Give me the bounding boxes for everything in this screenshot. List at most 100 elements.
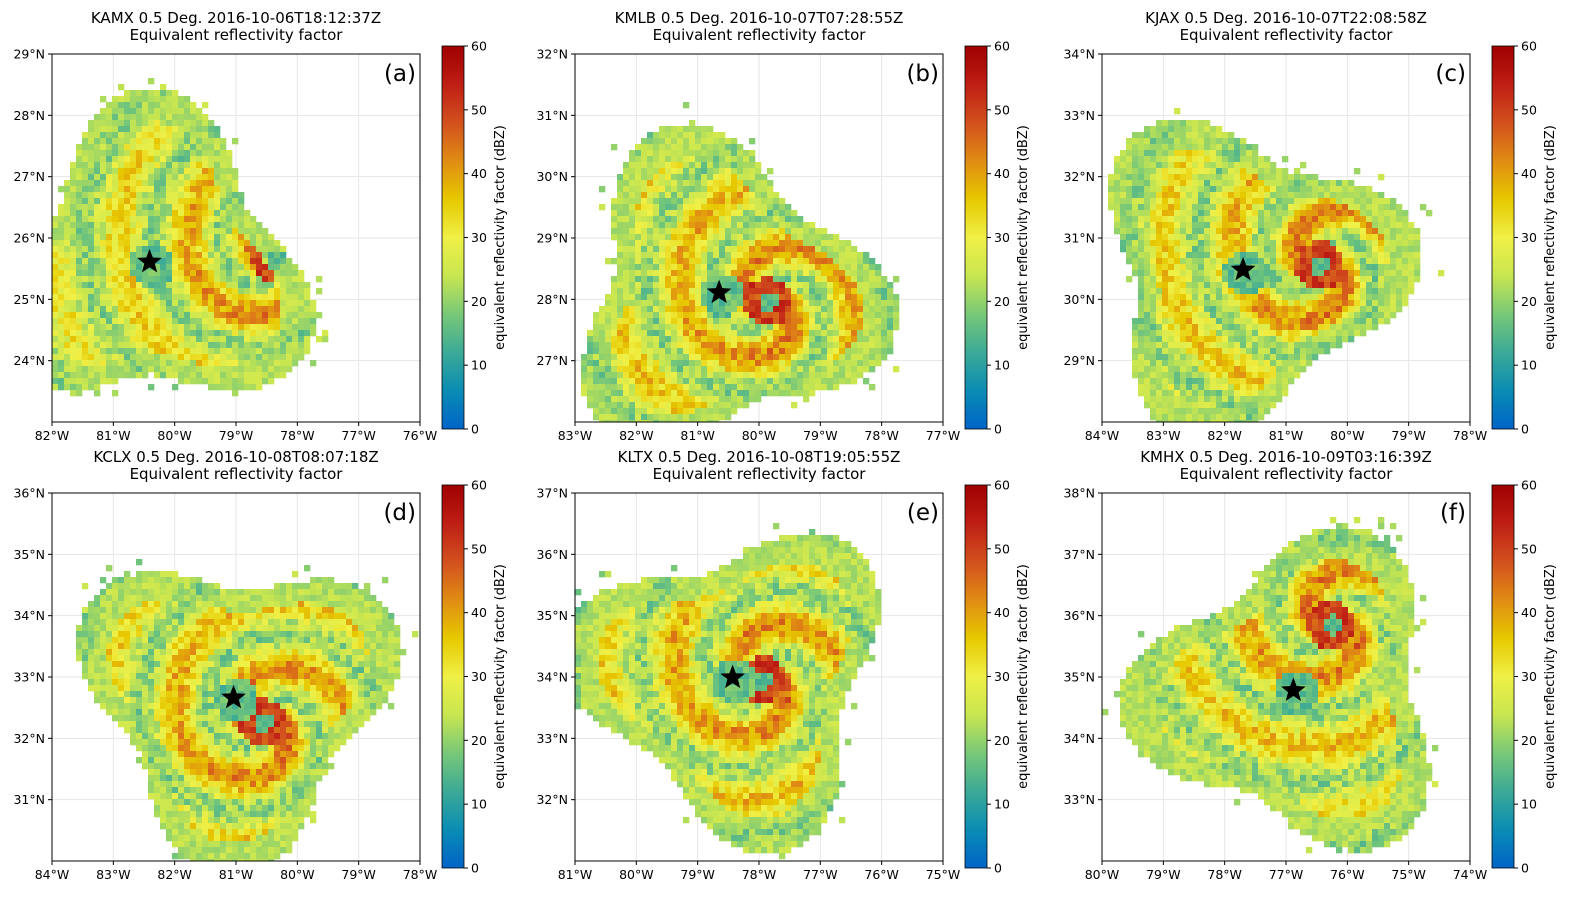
lon-tick-label: 81°W (219, 867, 254, 882)
panel-subtitle: Equivalent reflectivity factor (1180, 465, 1394, 483)
lon-tick-label: 81°W (96, 428, 131, 443)
colorbar: 0 10 20 30 40 50 60 equivalent reflectivity fac… (1491, 39, 1558, 437)
colorbar: 0 10 20 30 40 50 60 equivalent reflectivity fac… (1491, 478, 1558, 876)
colorbar-tick-label: 30 (994, 230, 1010, 245)
radar-site-star-icon (720, 664, 745, 689)
lon-tick-label: 77°W (341, 428, 376, 443)
colorbar-tick-label: 40 (471, 605, 487, 620)
colorbar-tick-label: 0 (994, 422, 1002, 437)
lat-tick-label: 36°N (536, 547, 568, 562)
radar-site-star-icon (706, 279, 732, 304)
radar-panel-a: KAMX 0.5 Deg. 2016-10-06T18:12:37ZEquiva… (13, 9, 508, 443)
radar-site-star-icon (1230, 256, 1256, 281)
lon-tick-label: 80°W (619, 867, 654, 882)
lat-tick-label: 30°N (536, 169, 568, 184)
lon-tick-label: 77°W (803, 867, 838, 882)
lat-tick-label: 34°N (536, 670, 568, 685)
lon-tick-label: 77°W (1269, 867, 1304, 882)
colorbar-tick-label: 20 (471, 733, 487, 748)
colorbar-tick-label: 60 (471, 39, 487, 54)
colorbar-tick-label: 20 (994, 733, 1010, 748)
lat-tick-label: 27°N (536, 353, 568, 368)
colorbar-label: equivalent reflectivity factor (dBZ) (493, 564, 508, 789)
lat-tick-label: 32°N (536, 792, 568, 807)
radar-panel-c: KJAX 0.5 Deg. 2016-10-07T22:08:58ZEquiva… (1063, 9, 1558, 443)
lon-tick-label: 74°W (1453, 867, 1488, 882)
colorbar-tick-label: 0 (471, 861, 479, 876)
colorbar-tick-label: 30 (994, 669, 1010, 684)
colorbar-label: equivalent reflectivity factor (dBZ) (1543, 125, 1558, 350)
lat-tick-label: 31°N (1063, 231, 1095, 246)
colorbar-tick-label: 10 (471, 797, 487, 812)
lon-tick-label: 77°W (926, 428, 961, 443)
lat-tick-label: 26°N (13, 231, 45, 246)
lat-tick-label: 24°N (13, 353, 45, 368)
panel-title: KAMX 0.5 Deg. 2016-10-06T18:12:37Z (91, 9, 381, 27)
colorbar-tick-label: 10 (1521, 358, 1537, 373)
lat-tick-label: 35°N (1063, 670, 1095, 685)
lon-tick-label: 78°W (1207, 867, 1242, 882)
lon-tick-label: 80°W (1085, 867, 1120, 882)
colorbar-tick-label: 60 (994, 478, 1010, 493)
lat-tick-label: 34°N (1063, 731, 1095, 746)
lat-tick-label: 29°N (536, 231, 568, 246)
reflectivity-field (1108, 108, 1445, 422)
reflectivity-field (581, 102, 900, 422)
lon-tick-label: 76°W (403, 428, 438, 443)
lat-tick-label: 34°N (1063, 47, 1095, 62)
colorbar-tick-label: 50 (1521, 102, 1537, 117)
lat-tick-label: 29°N (1063, 353, 1095, 368)
lon-tick-label: 83°W (1146, 428, 1181, 443)
lat-tick-label: 38°N (1063, 486, 1095, 501)
panel-label: (d) (383, 500, 416, 526)
panel-label: (f) (1440, 500, 1466, 526)
lat-tick-label: 32°N (13, 731, 45, 746)
colorbar: 0 10 20 30 40 50 60 equivalent reflectivity fac… (441, 478, 508, 876)
lat-tick-label: 35°N (536, 608, 568, 623)
colorbar-tick-label: 40 (994, 166, 1010, 181)
lon-tick-label: 79°W (680, 867, 715, 882)
reflectivity-field (52, 78, 329, 397)
reflectivity-field (1102, 517, 1439, 854)
colorbar-label: equivalent reflectivity factor (dBZ) (1016, 564, 1031, 789)
colorbar-label: equivalent reflectivity factor (dBZ) (1543, 564, 1558, 789)
lon-tick-label: 79°W (219, 428, 254, 443)
colorbar-tick-label: 0 (1521, 861, 1529, 876)
lon-tick-label: 78°W (403, 867, 438, 882)
colorbar: 0 10 20 30 40 50 60 equivalent reflectivity fac… (964, 39, 1031, 437)
colorbar-tick-label: 30 (1521, 669, 1537, 684)
colorbar-tick-label: 30 (471, 230, 487, 245)
colorbar: 0 10 20 30 40 50 60 equivalent reflectivity fac… (964, 478, 1031, 876)
lon-tick-label: 76°W (864, 867, 899, 882)
lon-tick-label: 75°W (1391, 867, 1426, 882)
lat-tick-label: 31°N (13, 792, 45, 807)
colorbar-tick-label: 40 (994, 605, 1010, 620)
colorbar-tick-label: 40 (471, 166, 487, 181)
colorbar-tick-label: 40 (1521, 166, 1537, 181)
panel-title: KCLX 0.5 Deg. 2016-10-08T08:07:18Z (93, 448, 378, 466)
lat-tick-label: 34°N (13, 608, 45, 623)
colorbar-tick-label: 60 (471, 478, 487, 493)
panel-label: (e) (907, 500, 939, 526)
lat-tick-label: 36°N (1063, 608, 1095, 623)
radar-panel-e: KLTX 0.5 Deg. 2016-10-08T19:05:55ZEquiva… (536, 448, 1031, 882)
lon-tick-label: 80°W (280, 867, 315, 882)
radar-panel-b: KMLB 0.5 Deg. 2016-10-07T07:28:55ZEquiva… (536, 9, 1031, 443)
lat-tick-label: 28°N (13, 108, 45, 123)
panel-subtitle: Equivalent reflectivity factor (130, 26, 344, 44)
panel-label: (b) (906, 61, 939, 87)
lat-tick-label: 36°N (13, 486, 45, 501)
colorbar-label: equivalent reflectivity factor (dBZ) (1016, 125, 1031, 350)
lon-tick-label: 82°W (619, 428, 654, 443)
lat-tick-label: 37°N (536, 486, 568, 501)
lon-tick-label: 81°W (1269, 428, 1304, 443)
colorbar-tick-label: 20 (471, 294, 487, 309)
radar-panel-f: KMHX 0.5 Deg. 2016-10-09T03:16:39ZEquiva… (1063, 448, 1558, 882)
lon-tick-label: 81°W (680, 428, 715, 443)
lon-tick-label: 82°W (35, 428, 70, 443)
lat-tick-label: 33°N (1063, 792, 1095, 807)
colorbar-label: equivalent reflectivity factor (dBZ) (493, 125, 508, 350)
lon-tick-label: 84°W (1085, 428, 1120, 443)
lon-tick-label: 83°W (96, 867, 131, 882)
